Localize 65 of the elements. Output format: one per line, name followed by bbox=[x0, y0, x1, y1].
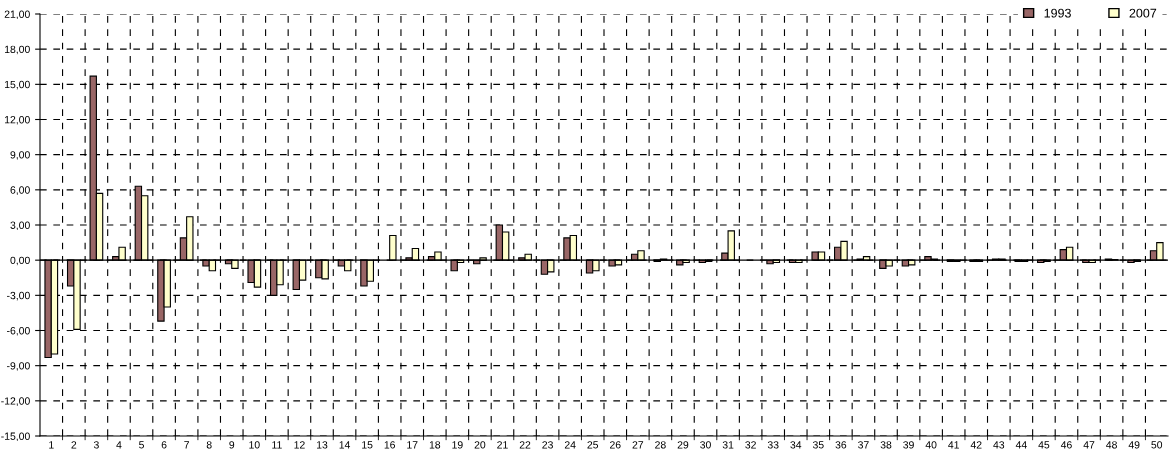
y-tick-label: -15,00 bbox=[1, 432, 30, 442]
x-tick-label: 38 bbox=[880, 441, 892, 449]
x-tick-label: 5 bbox=[139, 441, 144, 449]
x-tick-label: 12 bbox=[294, 441, 305, 449]
x-tick-label: 31 bbox=[722, 441, 734, 449]
x-tick-label: 13 bbox=[317, 441, 328, 449]
x-tick-label: 16 bbox=[384, 441, 396, 449]
x-tick-label: 41 bbox=[948, 441, 959, 449]
y-tick-label: 15,00 bbox=[5, 80, 30, 90]
x-tick-label: 14 bbox=[339, 441, 351, 449]
x-tick-label: 36 bbox=[835, 441, 847, 449]
x-tick-label: 9 bbox=[229, 441, 235, 449]
x-tick-label: 34 bbox=[790, 441, 802, 449]
y-tick-label: 9,00 bbox=[10, 151, 30, 160]
x-tick-label: 24 bbox=[564, 441, 576, 449]
x-tick-label: 44 bbox=[1015, 441, 1027, 449]
x-tick-label: 15 bbox=[362, 441, 373, 449]
x-tick-label: 48 bbox=[1106, 441, 1117, 449]
x-tick-label: 32 bbox=[745, 441, 756, 449]
legend-label: 1993 bbox=[1044, 8, 1071, 18]
x-tick-label: 50 bbox=[1151, 441, 1163, 449]
x-tick-label: 19 bbox=[452, 441, 463, 449]
x-tick-label: 6 bbox=[161, 441, 167, 449]
y-tick-label: -9,00 bbox=[7, 362, 30, 371]
x-tick-label: 21 bbox=[497, 441, 508, 449]
y-tick-label: 21,00 bbox=[4, 10, 30, 20]
x-tick-label: 26 bbox=[610, 441, 621, 449]
x-tick-label: 23 bbox=[542, 441, 553, 449]
x-tick-label: 39 bbox=[903, 441, 914, 449]
x-tick-label: 29 bbox=[677, 441, 689, 449]
x-tick-label: 3 bbox=[93, 441, 99, 449]
x-tick-label: 35 bbox=[812, 441, 824, 449]
y-tick-label: -12,00 bbox=[1, 397, 30, 406]
x-tick-label: 40 bbox=[925, 441, 937, 449]
x-tick-label: 30 bbox=[700, 441, 711, 449]
x-tick-label: 8 bbox=[206, 441, 212, 449]
x-tick-label: 25 bbox=[587, 441, 599, 449]
x-tick-label: 33 bbox=[767, 441, 779, 449]
x-tick-label: 2 bbox=[71, 441, 77, 449]
x-tick-label: 37 bbox=[858, 441, 869, 449]
x-tick-label: 17 bbox=[407, 441, 418, 449]
x-tick-label: 11 bbox=[272, 441, 282, 449]
legend-label: 2007 bbox=[1129, 8, 1157, 18]
x-tick-label: 18 bbox=[429, 441, 441, 449]
y-tick-label: 3,00 bbox=[10, 221, 30, 231]
x-tick-label: 20 bbox=[474, 441, 486, 449]
y-tick-label: -6,00 bbox=[7, 327, 30, 336]
x-tick-label: 1 bbox=[49, 441, 54, 449]
x-tick-label: 27 bbox=[632, 441, 644, 449]
y-tick-label: 0,00 bbox=[10, 256, 30, 266]
y-tick-label: -3,00 bbox=[7, 291, 30, 301]
x-tick-label: 28 bbox=[655, 441, 666, 449]
x-tick-label: 7 bbox=[184, 441, 190, 449]
x-tick-label: 49 bbox=[1128, 441, 1140, 449]
x-tick-label: 42 bbox=[970, 441, 982, 449]
x-tick-label: 46 bbox=[1060, 441, 1072, 449]
x-tick-label: 45 bbox=[1038, 441, 1050, 449]
x-tick-label: 47 bbox=[1083, 441, 1095, 449]
y-tick-label: 12,00 bbox=[5, 116, 30, 125]
x-tick-label: 4 bbox=[116, 441, 122, 449]
x-tick-label: 43 bbox=[993, 441, 1005, 449]
y-tick-label: 18,00 bbox=[5, 45, 30, 55]
x-tick-label: 10 bbox=[249, 441, 260, 449]
y-tick-label: 6,00 bbox=[10, 186, 30, 195]
x-tick-label: 22 bbox=[519, 441, 531, 449]
